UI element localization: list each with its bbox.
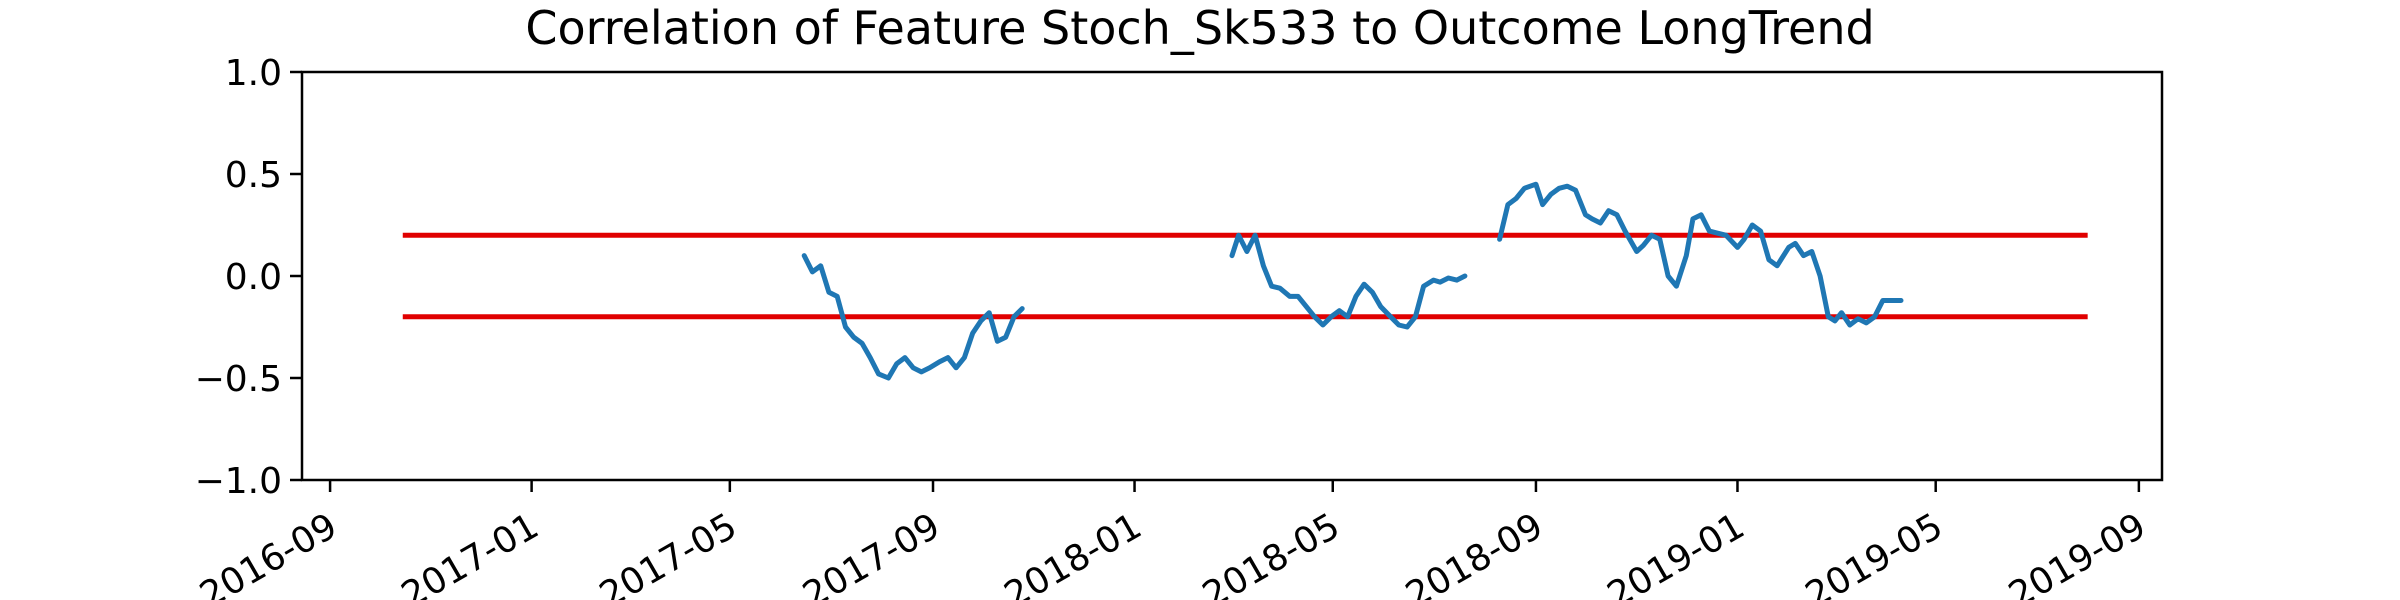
- chart-title: Correlation of Feature Stoch_Sk533 to Ou…: [525, 1, 1874, 55]
- x-tick-label: 2017-09: [796, 506, 947, 600]
- x-tick-label: 2018-09: [1399, 506, 1550, 600]
- x-tick-label: 2018-01: [998, 506, 1149, 600]
- y-tick-label: −0.5: [195, 359, 282, 400]
- y-tick-label: 0.5: [225, 155, 282, 196]
- y-tick-label: −1.0: [195, 461, 282, 502]
- series-segment-1: [801, 253, 1025, 381]
- x-tick-label: 2017-01: [395, 506, 546, 600]
- plot-area: [300, 70, 2164, 482]
- y-axis: 1.0 0.5 0.0 −0.5 −1.0: [195, 53, 302, 502]
- y-tick-label: 1.0: [225, 53, 282, 94]
- x-tick-label: 2019-09: [2002, 506, 2153, 600]
- x-tick-label: 2017-05: [593, 506, 744, 600]
- y-tick-label: 0.0: [225, 257, 282, 298]
- x-axis: 2016-09 2017-01 2017-05 2017-09 2018-01 2018-…: [193, 480, 2153, 600]
- series-segment-2: [1229, 232, 1468, 330]
- threshold-lines: [402, 232, 2088, 320]
- x-tick-label: 2016-09: [193, 506, 344, 600]
- x-tick-label: 2019-01: [1601, 506, 1752, 600]
- correlation-series: [801, 181, 1904, 381]
- x-tick-label: 2018-05: [1196, 506, 1347, 600]
- series-segment-3: [1497, 181, 1904, 328]
- x-tick-label: 2019-05: [1799, 506, 1950, 600]
